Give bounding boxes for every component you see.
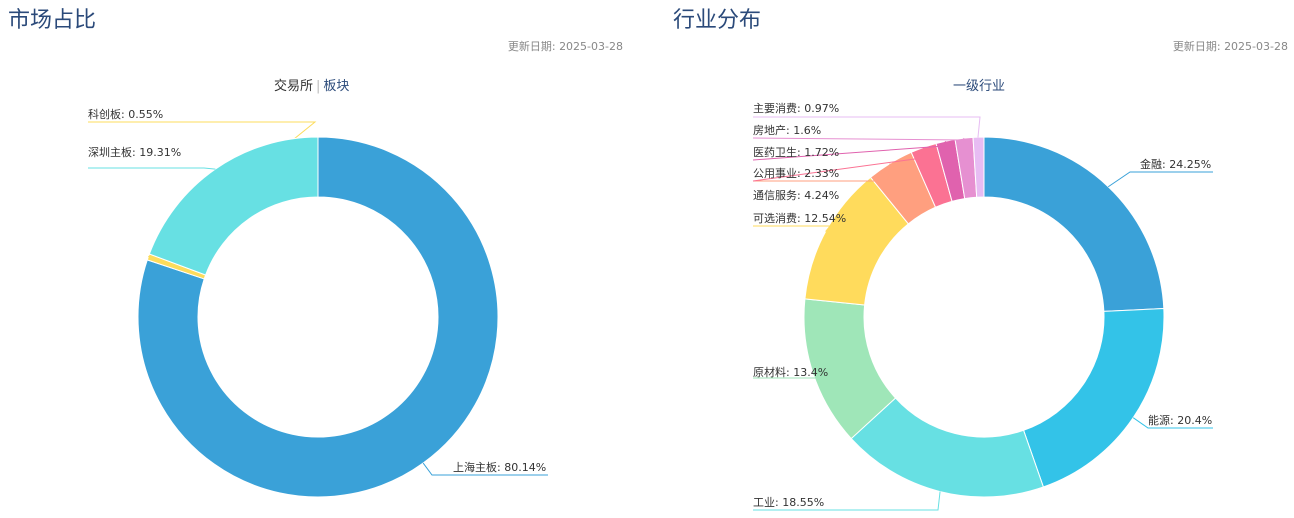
leader-line <box>752 137 965 141</box>
slice-label: 能源: 20.4% <box>1148 413 1212 427</box>
donut-slice[interactable] <box>137 136 499 498</box>
panel-title: 行业分布 <box>673 8 762 33</box>
slice-label: 通信服务: 4.24% <box>753 189 839 202</box>
industry-distribution-panel: 行业分布 更新日期: 2025-03-28 一级行业 <box>665 0 1294 518</box>
slice-label: 公用事业: 2.33% <box>753 167 839 180</box>
slice-label: 金融: 24.25% <box>1140 157 1211 171</box>
leader-line <box>1107 171 1213 188</box>
slice-label: 上海主板: 80.14% <box>453 460 546 474</box>
leader-line <box>88 167 216 170</box>
donut-chart-2: 金融: 24.25% 能源: 20.4% 工业: 18.55% 原材料: 13.4% 可… <box>752 101 1213 511</box>
slice-label: 工业: 18.55% <box>753 496 824 509</box>
donut-slice[interactable] <box>1022 307 1165 488</box>
tab-level1-industry[interactable]: 一级行业 <box>953 79 1006 94</box>
leader-line <box>753 116 981 138</box>
slice-label: 原材料: 13.4% <box>753 365 828 379</box>
leader-line <box>752 147 925 182</box>
donut-chart-1: 上海主板: 80.14% 科创板: 0.55% 深圳主板: 19.31% <box>88 107 548 498</box>
panel-title: 市场占比 <box>8 8 97 33</box>
donut-slice[interactable] <box>850 397 1045 498</box>
donut-slice[interactable] <box>148 136 319 276</box>
market-share-panel: 市场占比 更新日期: 2025-03-28 交易所 | 板块 <box>0 0 640 518</box>
leader-line <box>422 462 548 476</box>
slice-label: 科创板: 0.55% <box>88 107 163 121</box>
slice-label: 医药卫生: 1.72% <box>753 145 839 159</box>
slice-label: 主要消费: 0.97% <box>753 101 839 115</box>
tab-divider: | <box>316 79 321 94</box>
slice-label: 房地产: 1.6% <box>753 123 821 137</box>
leader-line <box>753 373 820 379</box>
leader-line <box>1132 417 1213 429</box>
leader-line <box>753 163 891 182</box>
update-date: 更新日期: 2025-03-28 <box>1172 40 1288 53</box>
tab-bar: 交易所 | 板块 <box>274 75 349 94</box>
leader-line <box>752 141 946 161</box>
leader-line <box>753 491 941 511</box>
tab-board[interactable]: 板块 <box>323 79 350 94</box>
update-date: 更新日期: 2025-03-28 <box>507 40 623 53</box>
slice-label: 可选消费: 12.54% <box>753 211 846 225</box>
tab-bar: 一级行业 <box>953 75 1005 94</box>
donut-slice[interactable] <box>983 136 1165 312</box>
leader-line <box>753 225 832 232</box>
donut-slice[interactable] <box>972 136 985 198</box>
tab-exchange[interactable]: 交易所 <box>274 79 314 94</box>
slice-label: 深圳主板: 19.31% <box>88 145 181 159</box>
